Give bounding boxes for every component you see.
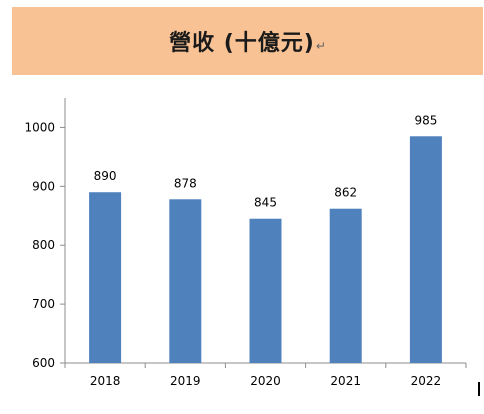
data-label-2020: 845 [254, 196, 277, 210]
data-label-2018: 890 [94, 169, 117, 183]
data-label-2021: 862 [334, 186, 357, 200]
bar-2022 [409, 136, 442, 363]
bar-2020 [249, 218, 282, 363]
y-tick-label: 800 [32, 238, 55, 252]
chart-title: 營收 (十億元) [169, 31, 315, 56]
y-tick-label: 700 [32, 297, 55, 311]
y-tick-label: 900 [32, 179, 55, 193]
y-axis: 600 700 800 900 1000 [24, 98, 66, 370]
bar-2018 [89, 192, 122, 363]
x-tick-label-2020: 2020 [250, 374, 281, 388]
bar-2019 [169, 199, 202, 363]
title-banner: 營收 (十億元) ↵ [12, 7, 483, 75]
x-tick-label-2022: 2022 [411, 374, 442, 388]
bar-series [89, 136, 442, 363]
x-axis: 2018 2019 2020 2021 2022 [64, 362, 467, 388]
y-tick-label: 600 [32, 356, 55, 370]
data-label-2019: 878 [174, 176, 197, 190]
x-tick-label-2019: 2019 [170, 374, 201, 388]
data-labels: 890 878 845 862 985 [94, 113, 438, 209]
paragraph-mark-icon: ↵ [315, 39, 326, 53]
data-label-2022: 985 [414, 113, 437, 127]
text-cursor [478, 382, 480, 396]
x-tick-label-2021: 2021 [330, 374, 361, 388]
bar-2021 [329, 208, 362, 363]
x-tick-label-2018: 2018 [90, 374, 121, 388]
y-tick-label: 1000 [24, 120, 55, 134]
